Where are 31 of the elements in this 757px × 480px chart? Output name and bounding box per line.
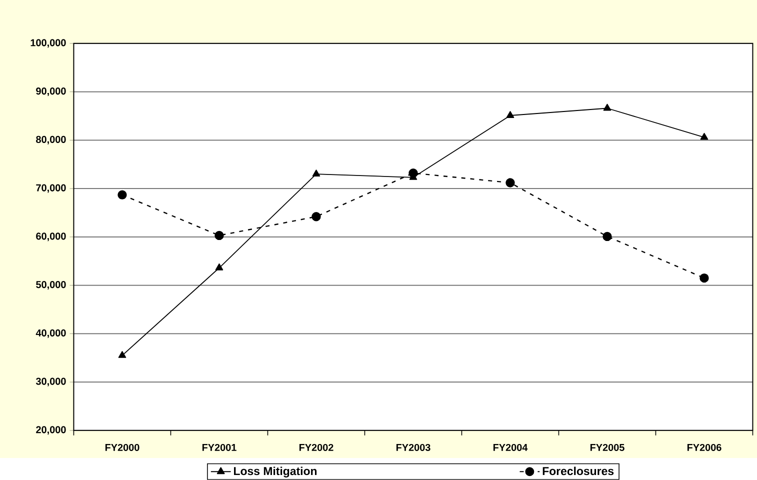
- x-tick-label: FY2005: [590, 444, 624, 452]
- x-tick-label: FY2002: [299, 444, 334, 452]
- point: [602, 232, 612, 242]
- y-tick-label: 100,000: [30, 39, 66, 48]
- x-tick-label: FY2003: [396, 444, 430, 452]
- y-tick-label: 70,000: [36, 184, 66, 193]
- y-tick-label: 20,000: [36, 426, 66, 435]
- x-tick-label: FY2001: [202, 444, 236, 452]
- point: [312, 170, 320, 177]
- point: [506, 178, 515, 188]
- point: [118, 351, 126, 358]
- legend-label: Foreclosures: [542, 466, 614, 476]
- y-tick-label: 50,000: [36, 281, 66, 290]
- point: [700, 132, 708, 140]
- point: [312, 212, 321, 222]
- legend-label: Loss Mitigation: [234, 466, 317, 478]
- y-tick-label: 90,000: [36, 88, 66, 96]
- point: [506, 111, 514, 118]
- y-tick-label: 30,000: [36, 378, 66, 386]
- y-tick-label: 80,000: [36, 136, 66, 144]
- point: [700, 274, 709, 283]
- point: [215, 264, 224, 270]
- point: [603, 104, 612, 111]
- point: [408, 168, 418, 178]
- y-tick-label: 40,000: [36, 329, 66, 338]
- point: [214, 230, 224, 240]
- point: [118, 190, 127, 200]
- x-tick-label: FY2004: [493, 444, 528, 452]
- x-tick-label: FY2006: [687, 444, 722, 452]
- x-tick-label: FY2000: [105, 444, 140, 452]
- y-tick-label: 60,000: [36, 232, 66, 242]
